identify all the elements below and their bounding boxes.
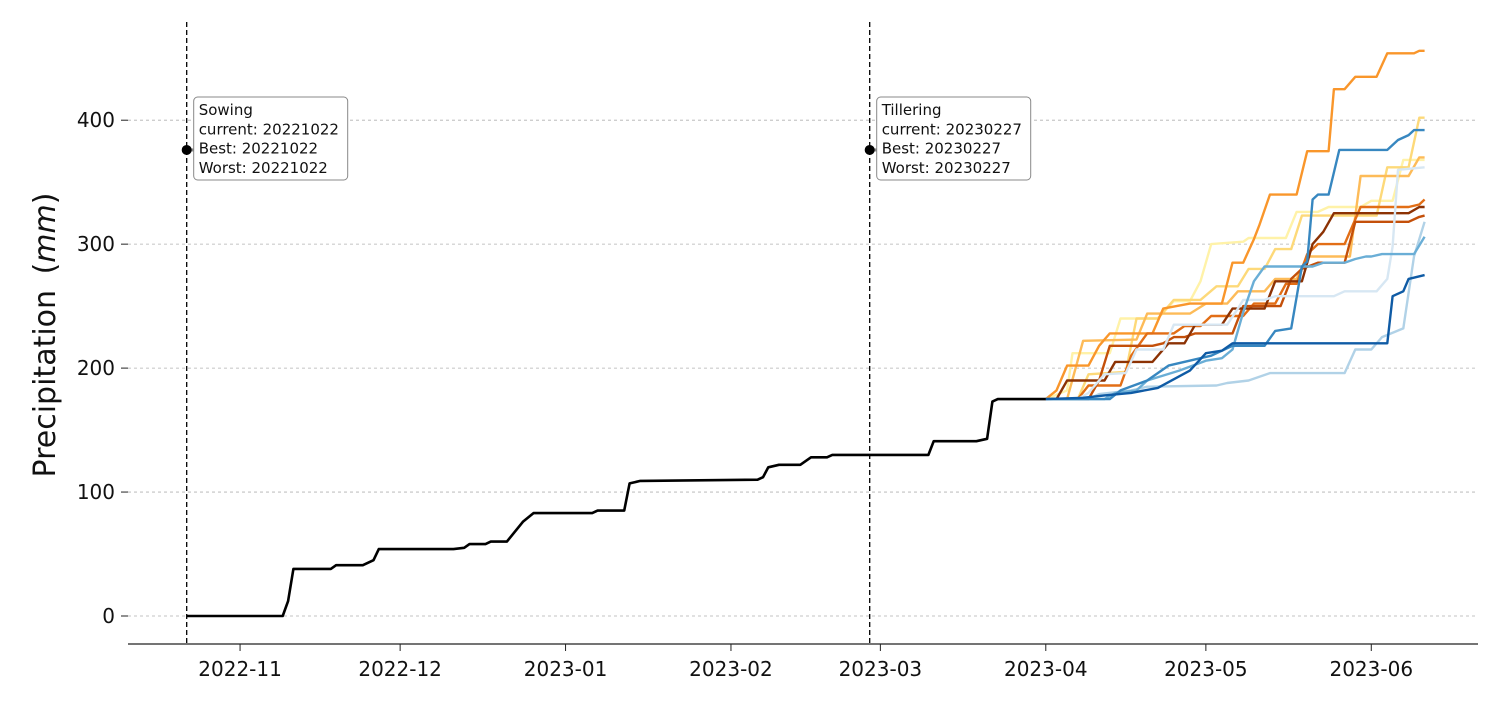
y-axis-label-main: Precipitation — [28, 290, 63, 478]
scenario-series — [1045, 49, 1426, 401]
annotation-stage-name: Sowing — [199, 101, 253, 119]
scenario-line-6 — [1045, 214, 1425, 401]
stage-marker-point — [864, 144, 875, 155]
y-axis-label: Precipitation (mm) — [28, 193, 63, 478]
annotation-box — [193, 96, 349, 181]
observed-series — [186, 397, 1046, 618]
annotation-date-line: Worst: 20221022 — [199, 159, 328, 177]
stage-marker-point — [181, 144, 192, 155]
scenario-line-2 — [1045, 116, 1425, 401]
y-tick-label: 100 — [77, 480, 115, 504]
axes: 0 100 200 300 400 2022-11 2022-12 2023-01 2023-0… — [77, 108, 1478, 681]
y-tick-label: 300 — [77, 232, 115, 256]
observed-line — [186, 397, 1046, 618]
scenario-line-7 — [1045, 205, 1425, 401]
annotation-date-line: Worst: 20230227 — [882, 159, 1011, 177]
scenario-line-8 — [1045, 166, 1425, 401]
annotation-date-line: Best: 20230227 — [882, 140, 1001, 158]
x-tick-label: 2023-06 — [1329, 657, 1413, 681]
y-tick-label: 400 — [77, 108, 115, 132]
y-tick-label: 200 — [77, 356, 115, 380]
annotation-stage-name: Tillering — [881, 101, 942, 119]
scenario-line-3 — [1045, 156, 1425, 401]
scenario-line-4 — [1045, 49, 1425, 401]
x-tick-label: 2023-04 — [1004, 657, 1088, 681]
scenario-line-11 — [1045, 128, 1425, 401]
x-tick-label: 2023-05 — [1164, 657, 1248, 681]
x-tick-label: 2022-11 — [198, 657, 282, 681]
y-axis-label-paren-close: ) — [28, 193, 63, 205]
annotation-date-line: Best: 20221022 — [199, 140, 318, 158]
y-axis-label-paren-open: ( — [28, 263, 63, 275]
x-tick-label: 2023-03 — [839, 657, 923, 681]
scenario-line-1 — [1045, 158, 1425, 401]
annotation-date-line: current: 20230227 — [882, 120, 1022, 138]
scenario-line-10 — [1045, 236, 1426, 401]
y-tick-label: 0 — [102, 604, 115, 628]
grid-lines — [128, 119, 1478, 617]
annotation-box — [876, 96, 1032, 181]
y-axis-label-unit: mm — [28, 204, 63, 262]
x-tick-label: 2023-01 — [524, 657, 608, 681]
x-tick-label: 2022-12 — [358, 657, 442, 681]
scenario-line-12 — [1045, 273, 1425, 401]
x-tick-label: 2023-02 — [689, 657, 773, 681]
annotation-date-line: current: 20221022 — [199, 120, 339, 138]
